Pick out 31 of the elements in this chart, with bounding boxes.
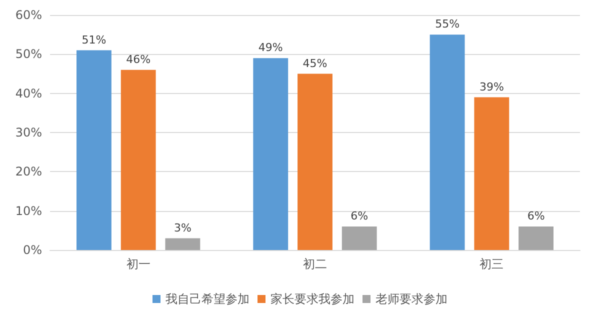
text: 6% [527, 210, 545, 222]
bar [342, 226, 377, 250]
x-tick-label: 初三 [480, 257, 504, 271]
legend-label: 家长要求我参加 [270, 292, 354, 306]
bar [298, 74, 332, 250]
bar [76, 50, 112, 250]
text: 51% [82, 33, 106, 46]
y-tick-label: 30% [15, 126, 42, 140]
bar [430, 34, 465, 250]
y-tick-label: 0% [22, 243, 42, 257]
legend-label: 我自己希望参加 [166, 292, 250, 306]
text: 6% [350, 210, 368, 222]
text: 39% [479, 80, 504, 94]
bar [474, 97, 510, 250]
text: 45% [302, 56, 328, 70]
text: 49% [258, 41, 283, 54]
y-tick-label: 60% [15, 8, 42, 22]
bar [120, 70, 156, 250]
y-tick-label: 50% [15, 47, 42, 62]
text: 55% [435, 18, 460, 31]
y-tick-label: 10% [15, 204, 42, 218]
bar [253, 58, 288, 250]
y-tick-label: 40% [15, 86, 42, 100]
y-tick-label: 20% [15, 164, 42, 179]
bar [518, 226, 554, 250]
x-tick-label: 初一 [126, 257, 150, 271]
text: 3% [174, 221, 192, 234]
x-tick-label: 初二 [303, 257, 327, 271]
legend-label: 老师要求参加 [376, 292, 448, 306]
bar [165, 238, 200, 250]
text: 46% [126, 52, 151, 66]
